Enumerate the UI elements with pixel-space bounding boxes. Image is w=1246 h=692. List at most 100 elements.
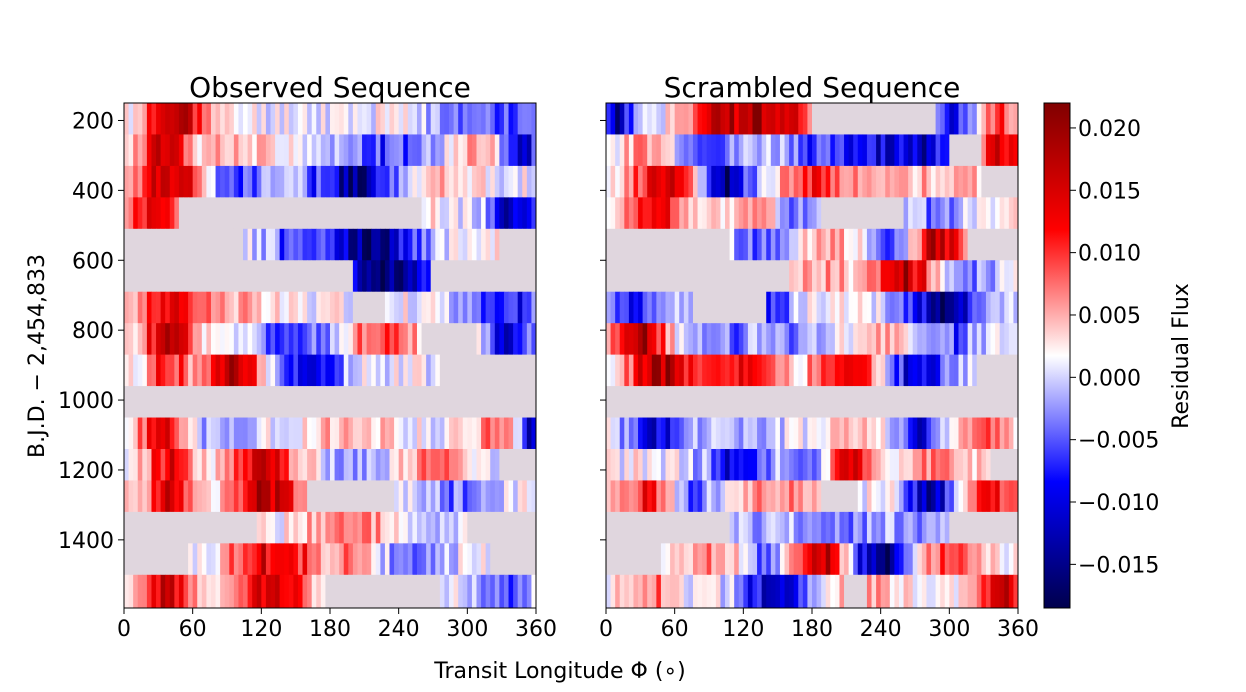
heatmap-cell <box>949 543 955 576</box>
heatmap-cell <box>999 543 1005 576</box>
heatmap-cell <box>133 291 139 324</box>
heatmap-cell <box>416 323 422 356</box>
heatmap-cell <box>807 134 813 167</box>
heatmap-cell <box>619 448 625 481</box>
heatmap-cell <box>435 323 441 356</box>
heatmap-cell <box>471 480 477 513</box>
heatmap-cell <box>844 291 850 324</box>
heatmap-cell <box>628 291 634 324</box>
heatmap-cell <box>921 323 927 356</box>
heatmap-cell <box>615 543 621 576</box>
heatmap-cell <box>453 103 459 135</box>
heatmap-cell <box>494 260 500 293</box>
heatmap-cell <box>821 228 827 261</box>
heatmap-cell <box>903 260 909 293</box>
heatmap-cell <box>352 480 358 513</box>
heatmap-cell <box>683 511 689 544</box>
heatmap-cell <box>743 511 749 544</box>
heatmap-cell <box>757 260 763 293</box>
heatmap-cell <box>270 260 276 293</box>
heatmap-cell <box>761 574 767 609</box>
heatmap-cell <box>320 417 326 450</box>
heatmap-cell <box>944 228 950 261</box>
heatmap-cell <box>178 134 184 167</box>
heatmap-cell <box>976 228 982 261</box>
heatmap-cell <box>435 417 441 450</box>
heatmap-cell <box>275 323 281 356</box>
heatmap-cell <box>953 574 959 609</box>
heatmap-cell <box>247 574 253 609</box>
heatmap-cell <box>789 291 795 324</box>
heatmap-cell <box>692 386 698 418</box>
heatmap-cell <box>963 480 969 513</box>
heatmap-cell <box>394 165 400 198</box>
heatmap-cell <box>628 228 634 261</box>
heatmap-cell <box>334 228 340 261</box>
heatmap-cell <box>426 354 432 387</box>
heatmap-cell <box>215 197 221 230</box>
heatmap-cell <box>330 511 335 544</box>
heatmap-cell <box>124 354 129 387</box>
heatmap-cell <box>642 165 648 198</box>
heatmap-cell <box>261 197 267 230</box>
heatmap-cell <box>692 260 698 293</box>
heatmap-cell <box>334 386 340 418</box>
heatmap-cell <box>821 480 827 513</box>
heatmap-cell <box>949 323 955 356</box>
heatmap-cell <box>458 511 464 544</box>
heatmap-cell <box>124 323 129 356</box>
heatmap-cell <box>394 511 400 544</box>
heatmap-cell <box>793 197 799 230</box>
heatmap-cell <box>449 260 454 293</box>
heatmap-cell <box>812 165 817 198</box>
heatmap-cell <box>233 260 239 293</box>
heatmap-cell <box>697 574 703 609</box>
heatmap-cell <box>789 228 795 261</box>
heatmap-cell <box>844 260 850 293</box>
heatmap-cell <box>944 386 950 418</box>
heatmap-cell <box>229 228 235 261</box>
heatmap-cell <box>247 228 253 261</box>
heatmap-cell <box>660 354 666 387</box>
heatmap-cell <box>999 386 1005 418</box>
heatmap-cell <box>449 165 454 198</box>
heatmap-cell <box>857 228 863 261</box>
heatmap-cell <box>165 574 171 609</box>
heatmap-cell <box>197 480 203 513</box>
heatmap-cell <box>316 511 322 544</box>
heatmap-cell <box>430 228 436 261</box>
heatmap-cell <box>619 480 625 513</box>
heatmap-cell <box>647 354 653 387</box>
heatmap-cell <box>178 228 184 261</box>
heatmap-cell <box>967 291 973 324</box>
heatmap-cell <box>426 417 432 450</box>
heatmap-cell <box>619 260 625 293</box>
heatmap-cell <box>615 103 621 135</box>
heatmap-cell <box>967 197 973 230</box>
heatmap-cell <box>403 228 409 261</box>
heatmap-cell <box>711 417 717 450</box>
heatmap-cell <box>706 386 712 418</box>
heatmap-cell <box>435 448 441 481</box>
heatmap-cell <box>903 103 909 135</box>
heatmap-cell <box>642 480 648 513</box>
heatmap-cell <box>481 260 487 293</box>
heatmap-cell <box>706 511 712 544</box>
heatmap-cell <box>330 197 335 230</box>
heatmap-cell <box>339 574 345 609</box>
heatmap-cell <box>692 103 698 135</box>
heatmap-cell <box>784 134 790 167</box>
heatmap-cell <box>160 480 166 513</box>
heatmap-cell <box>380 386 386 418</box>
heatmap-cell <box>124 165 129 198</box>
heatmap-cell <box>279 323 285 356</box>
heatmap-cell <box>798 165 804 198</box>
heatmap-cell <box>293 480 299 513</box>
heatmap-cell <box>839 260 845 293</box>
heatmap-cell <box>430 574 436 609</box>
heatmap-cell <box>647 197 653 230</box>
heatmap-cell <box>866 574 872 609</box>
heatmap-cell <box>224 291 230 324</box>
heatmap-cell <box>146 386 152 418</box>
colorbar-tick-label: 0.015 <box>1078 179 1141 204</box>
